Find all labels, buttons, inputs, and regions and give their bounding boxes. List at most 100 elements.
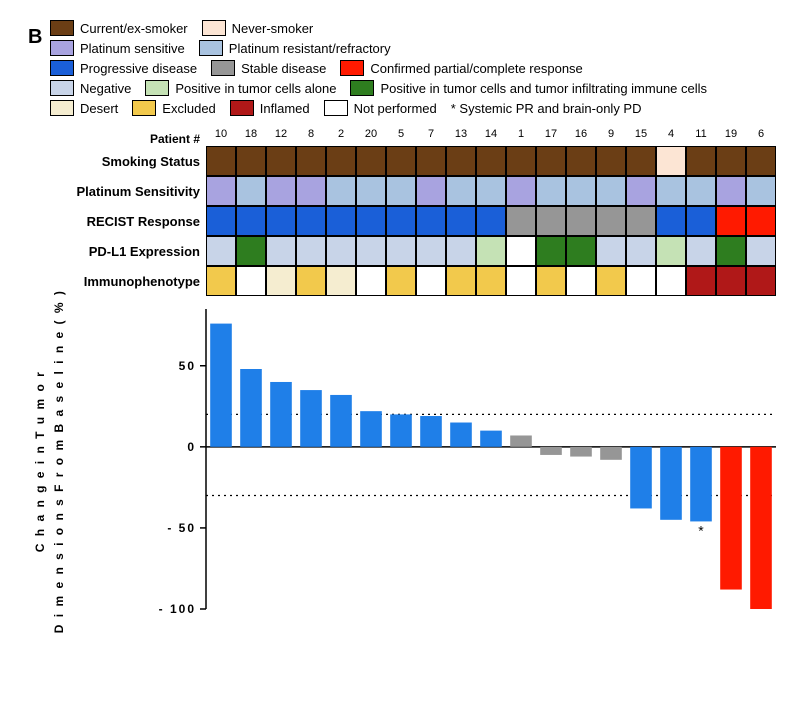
y-tick-label: - 100 [159, 602, 196, 614]
waterfall-bar [750, 447, 772, 609]
heatmap-cell [536, 176, 566, 206]
waterfall-bar [720, 447, 742, 590]
legend-row: Progressive disease Stable disease Confirm… [50, 60, 780, 76]
legend-asterisk-note: * Systemic PR and brain-only PD [451, 101, 642, 116]
heatmap-cell [446, 146, 476, 176]
legend-swatch [324, 100, 348, 116]
row-label-recist: RECIST Response [30, 206, 200, 236]
heatmap-cell [356, 266, 386, 296]
legend-item: Negative [50, 80, 131, 96]
heatmap-cell [326, 176, 356, 206]
heatmap-cell [476, 206, 506, 236]
heatmap-grid: 101812822057131411716915411196 [206, 128, 776, 296]
legend-label: Positive in tumor cells and tumor infilt… [380, 81, 707, 96]
heatmap-cell [206, 206, 236, 236]
heatmap-cell [416, 266, 446, 296]
patient-number: 5 [386, 128, 416, 146]
heatmap-cell [266, 146, 296, 176]
heatmap-cell [746, 176, 776, 206]
patient-label: Patient # [30, 128, 200, 146]
legend-row: NegativePositive in tumor cells alonePos… [50, 80, 780, 96]
heatmap-cell [266, 176, 296, 206]
legend-item: Confirmed partial/complete response [340, 60, 582, 76]
heatmap-cell [416, 236, 446, 266]
legend-label: Excluded [162, 101, 215, 116]
heatmap-cell [716, 266, 746, 296]
patient-number: 20 [356, 128, 386, 146]
heatmap-cell [566, 176, 596, 206]
asterisk-marker: * [698, 522, 704, 538]
heatmap-cell [626, 176, 656, 206]
patient-number: 14 [476, 128, 506, 146]
patient-number: 11 [686, 128, 716, 146]
y-tick-label: 50 [179, 359, 196, 373]
heatmap-cell [656, 146, 686, 176]
figure-panel: B Current/ex-smokerNever-smokerPlatinum … [20, 20, 780, 619]
legend-swatch [199, 40, 223, 56]
heatmap-cell [506, 176, 536, 206]
legend-swatch [350, 80, 374, 96]
heatmap-cell [716, 236, 746, 266]
heatmap-cell [656, 266, 686, 296]
heatmap-cell [356, 206, 386, 236]
heatmap-cell [566, 266, 596, 296]
patient-number: 7 [416, 128, 446, 146]
patient-number: 16 [566, 128, 596, 146]
heatmap-cell [686, 176, 716, 206]
legend-label: Never-smoker [232, 21, 314, 36]
legend-item: Stable disease [211, 60, 326, 76]
heatmap-cell [356, 236, 386, 266]
patient-number: 18 [236, 128, 266, 146]
legend-row: DesertExcludedInflamedNot performed* Sys… [50, 100, 780, 116]
waterfall-bar [480, 431, 502, 447]
heatmap-cell [596, 146, 626, 176]
heatmap-row [206, 146, 776, 176]
y-tick-label: - 50 [167, 521, 196, 535]
legend-item: Progressive disease [50, 60, 197, 76]
waterfall-bar [630, 447, 652, 509]
legend-item: Desert [50, 100, 118, 116]
heatmap-cell [626, 236, 656, 266]
waterfall-svg: - 100 - 50 0 50 * [156, 304, 786, 614]
waterfall-bar [570, 447, 592, 457]
heatmap-row [206, 176, 776, 206]
heatmap-cell [506, 206, 536, 236]
heatmap-cell [446, 236, 476, 266]
patient-number: 4 [656, 128, 686, 146]
patient-number: 9 [596, 128, 626, 146]
heatmap-cell [596, 266, 626, 296]
waterfall-bar [300, 390, 322, 447]
heatmap-cell [626, 146, 656, 176]
heatmap-cell [416, 206, 446, 236]
legend-item: Excluded [132, 100, 215, 116]
legend-item: Platinum sensitive [50, 40, 185, 56]
heatmap-cell [596, 206, 626, 236]
row-labels: Patient # Smoking Status Platinum Sensit… [30, 128, 206, 296]
waterfall-bar [390, 414, 412, 446]
legend-swatch [230, 100, 254, 116]
heatmap-cell [266, 236, 296, 266]
legend-item: Platinum resistant/refractory [199, 40, 391, 56]
heatmap-cell [206, 146, 236, 176]
heatmap-cell [386, 176, 416, 206]
waterfall-bar [270, 382, 292, 447]
legend-item: Not performed [324, 100, 437, 116]
legend-swatch [202, 20, 226, 36]
heatmap-cell [236, 146, 266, 176]
heatmap-cell [266, 206, 296, 236]
heatmap-cell [716, 146, 746, 176]
heatmap-cell [536, 266, 566, 296]
heatmap-cell [536, 146, 566, 176]
legend-row: Current/ex-smokerNever-smoker [50, 20, 780, 36]
heatmap-cell [386, 146, 416, 176]
waterfall-bar [510, 435, 532, 446]
y-tick-label: 0 [187, 440, 196, 454]
heatmap-cell [296, 206, 326, 236]
heatmap-cell [446, 176, 476, 206]
heatmap-area: Patient # Smoking Status Platinum Sensit… [30, 128, 780, 296]
legend-swatch [50, 20, 74, 36]
heatmap-row [206, 266, 776, 296]
legend-swatch [211, 60, 235, 76]
heatmap-cell [326, 236, 356, 266]
waterfall-bar [540, 447, 562, 455]
